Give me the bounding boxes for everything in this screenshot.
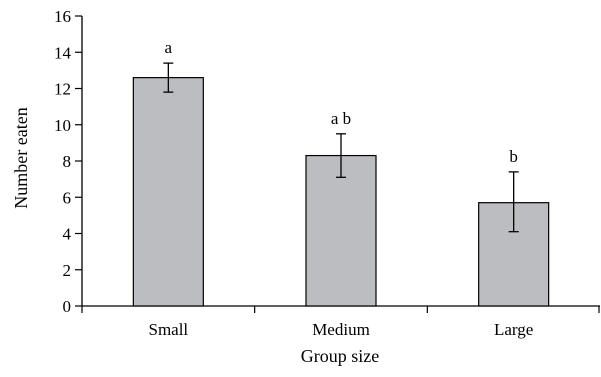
- y-tick-label: 0: [63, 297, 72, 316]
- error-bars-group: [163, 62, 519, 233]
- x-tick-label: Large: [494, 320, 533, 339]
- error-bar: [336, 133, 346, 178]
- x-tick-label: Medium: [312, 320, 370, 339]
- y-tick-label: 6: [63, 188, 72, 207]
- y-tick-label: 4: [63, 225, 72, 244]
- y-axis: 0 2 4 6 8 10 12 14 16: [54, 7, 83, 316]
- y-axis-title: Number eaten: [11, 107, 31, 208]
- error-bar: [508, 171, 519, 233]
- bars-group: [132, 77, 550, 307]
- y-tick-label: 10: [54, 116, 71, 135]
- significance-label: a b: [331, 109, 351, 128]
- y-tick-label: 16: [54, 7, 71, 26]
- bar-small: [132, 77, 204, 307]
- y-tick-label: 8: [63, 152, 72, 171]
- significance-labels-group: a a b b: [165, 38, 518, 166]
- x-axis-title: Group size: [301, 346, 379, 366]
- bar-medium: [305, 154, 377, 307]
- y-tick-label: 14: [54, 43, 72, 62]
- error-bar: [163, 62, 174, 93]
- significance-label: a: [165, 38, 173, 57]
- y-tick-label: 2: [63, 261, 72, 280]
- significance-label: b: [509, 147, 518, 166]
- x-axis: Small Medium Large: [81, 305, 600, 339]
- x-tick-label: Small: [148, 320, 188, 339]
- y-tick-label: 12: [54, 80, 71, 99]
